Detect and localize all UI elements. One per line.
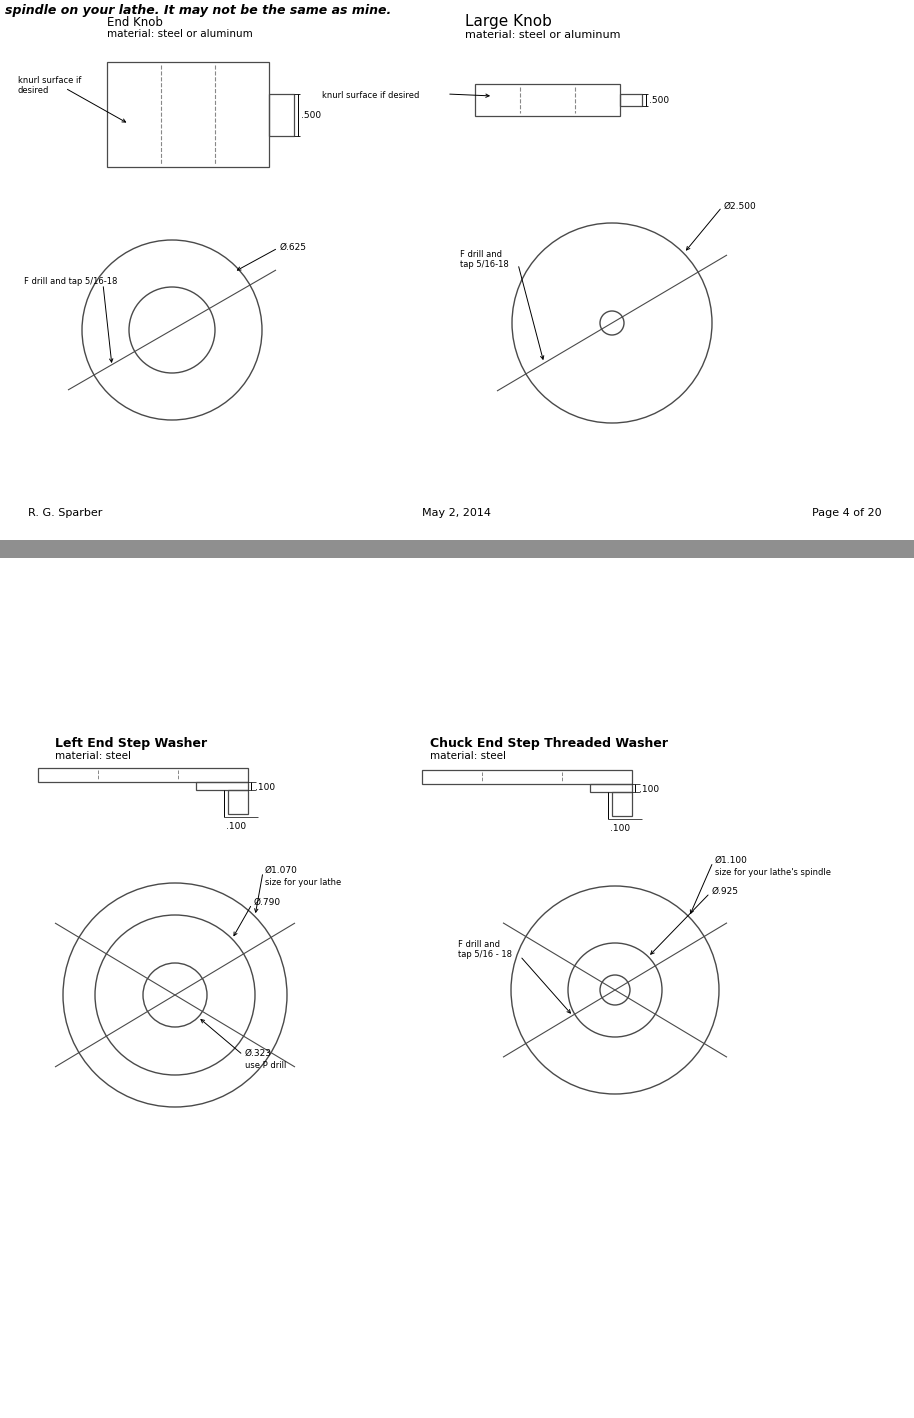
Text: size for your lathe's spindle: size for your lathe's spindle bbox=[715, 868, 831, 876]
Bar bbox=[107, 62, 269, 167]
Text: Ø.790: Ø.790 bbox=[254, 898, 282, 908]
Text: .100: .100 bbox=[639, 786, 659, 794]
Text: F drill and tap 5/16-18: F drill and tap 5/16-18 bbox=[24, 277, 117, 286]
Bar bbox=[0, 540, 914, 559]
Bar bbox=[475, 84, 620, 116]
Text: knurl surface if
desired: knurl surface if desired bbox=[18, 77, 81, 95]
Text: .500: .500 bbox=[649, 96, 669, 105]
Text: material: steel or aluminum: material: steel or aluminum bbox=[465, 30, 621, 40]
Text: material: steel: material: steel bbox=[55, 752, 131, 761]
Bar bbox=[269, 94, 294, 136]
Text: .100: .100 bbox=[610, 824, 630, 832]
Text: knurl surface if desired: knurl surface if desired bbox=[322, 91, 420, 101]
Bar bbox=[422, 770, 632, 784]
Text: End Knob: End Knob bbox=[107, 16, 163, 28]
Text: F drill and
tap 5/16 - 18: F drill and tap 5/16 - 18 bbox=[458, 940, 512, 960]
Text: R. G. Sparber: R. G. Sparber bbox=[28, 508, 102, 518]
Text: May 2, 2014: May 2, 2014 bbox=[422, 508, 492, 518]
Text: use P drill: use P drill bbox=[245, 1061, 286, 1071]
Text: spindle on your lathe. It may not be the same as mine.: spindle on your lathe. It may not be the… bbox=[5, 4, 391, 17]
Bar bbox=[196, 781, 248, 790]
Text: material: steel: material: steel bbox=[430, 752, 506, 761]
Text: size for your lathe: size for your lathe bbox=[265, 878, 341, 888]
Bar bbox=[228, 790, 248, 814]
Text: Ø.625: Ø.625 bbox=[280, 242, 307, 252]
Text: Large Knob: Large Knob bbox=[465, 14, 552, 28]
Text: Ø1.100: Ø1.100 bbox=[715, 856, 748, 865]
Text: Ø.323: Ø.323 bbox=[245, 1049, 272, 1058]
Bar bbox=[612, 793, 632, 815]
Text: .500: .500 bbox=[301, 111, 321, 121]
Text: .100: .100 bbox=[255, 783, 275, 793]
Text: Ø.925: Ø.925 bbox=[712, 888, 739, 896]
Text: F drill and
tap 5/16-18: F drill and tap 5/16-18 bbox=[460, 250, 509, 269]
Bar bbox=[38, 769, 248, 781]
Text: Chuck End Step Threaded Washer: Chuck End Step Threaded Washer bbox=[430, 737, 668, 750]
Bar bbox=[620, 94, 642, 106]
Bar bbox=[590, 784, 632, 793]
Text: material: steel or aluminum: material: steel or aluminum bbox=[107, 28, 253, 40]
Text: Ø1.070: Ø1.070 bbox=[265, 866, 298, 875]
Text: Ø2.500: Ø2.500 bbox=[724, 201, 757, 211]
Text: .100: .100 bbox=[226, 822, 246, 831]
Text: Left End Step Washer: Left End Step Washer bbox=[55, 737, 207, 750]
Text: Page 4 of 20: Page 4 of 20 bbox=[813, 508, 882, 518]
